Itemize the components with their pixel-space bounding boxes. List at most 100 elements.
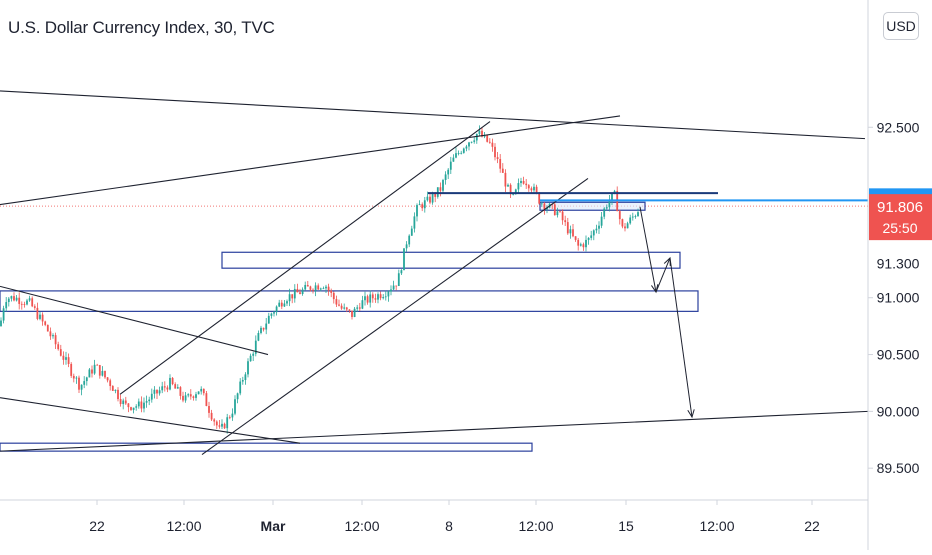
candle-body: [382, 297, 385, 299]
price-tag-red: [869, 194, 932, 241]
candle-body: [494, 146, 496, 158]
candle-body: [572, 229, 574, 237]
candle-body: [377, 294, 379, 300]
candle-body: [122, 400, 125, 405]
candle-body: [564, 220, 567, 223]
candle-body: [265, 323, 268, 330]
candle-body: [26, 300, 28, 305]
candle-body: [585, 239, 587, 248]
trendline-6: [0, 410, 869, 452]
candle-body: [72, 375, 75, 379]
candle-body: [358, 307, 361, 309]
x-tick-label: 12:00: [518, 518, 553, 534]
candle-body: [392, 285, 395, 290]
candle-body: [114, 389, 117, 391]
candle-body: [481, 130, 483, 137]
candle-body: [561, 211, 564, 221]
price-tag-red-label: 91.806: [877, 199, 923, 216]
candle-body: [179, 387, 182, 396]
candle-body: [7, 298, 10, 303]
candle-body: [507, 184, 509, 187]
candle-body: [543, 203, 546, 210]
candle-body: [330, 290, 333, 293]
candle-body: [57, 344, 60, 350]
candle-body: [283, 303, 286, 307]
candle-body: [231, 413, 234, 418]
x-tick-label: 12:00: [699, 518, 734, 534]
candle-body: [189, 394, 192, 397]
candle-body: [148, 399, 151, 402]
candle-body: [592, 230, 595, 236]
candle-body: [85, 377, 88, 382]
candle-body: [410, 228, 413, 236]
candle-body: [535, 186, 538, 193]
candle-body: [395, 285, 398, 287]
candle-body: [49, 331, 52, 337]
candle-body: [137, 401, 140, 407]
candle-body: [98, 365, 101, 376]
candle-body: [218, 425, 221, 427]
candle-body: [304, 284, 307, 290]
candle-body: [278, 302, 281, 307]
candle-body: [522, 180, 525, 184]
candle-body: [169, 377, 171, 390]
candle-body: [247, 361, 249, 375]
candle-body: [241, 380, 244, 382]
candle-body: [91, 369, 93, 374]
candle-body: [496, 157, 499, 160]
candle-body: [436, 187, 439, 197]
candle-body: [442, 180, 444, 191]
candle-body: [426, 196, 429, 201]
candle-body: [608, 200, 611, 208]
candle-body: [106, 377, 109, 381]
candle-body: [605, 207, 608, 209]
candle-body: [429, 196, 431, 203]
candle-body: [166, 387, 169, 390]
candle-body: [520, 180, 522, 184]
candle-body: [618, 211, 621, 220]
candle-body: [439, 187, 442, 191]
candle-body: [221, 423, 223, 427]
chart-title: U.S. Dollar Currency Index, 30, TVC: [8, 18, 275, 37]
candle-body: [15, 297, 18, 301]
candle-body: [182, 395, 184, 401]
candle-body: [301, 289, 304, 294]
candle-body: [163, 386, 166, 388]
candle-body: [598, 225, 600, 229]
candle-body: [252, 353, 255, 356]
candle-body: [587, 237, 590, 240]
candle-body: [449, 161, 452, 170]
candle-body: [434, 193, 437, 197]
candle-body: [299, 292, 301, 294]
candle-body: [431, 193, 434, 203]
countdown-label: 25:50: [882, 220, 917, 236]
candle-body: [369, 294, 372, 303]
candle-body: [52, 335, 54, 337]
candle-body: [590, 235, 593, 238]
candle-body: [470, 141, 473, 143]
candle-body: [33, 306, 36, 308]
candle-body: [184, 395, 187, 401]
currency-button[interactable]: USD: [883, 12, 919, 40]
candle-body: [119, 399, 122, 405]
candle-body: [364, 296, 366, 301]
candle-body: [512, 194, 515, 195]
candle-body: [288, 294, 291, 302]
candles-layer: [0, 125, 639, 434]
candle-body: [111, 386, 114, 391]
x-tick-label: 22: [89, 518, 105, 534]
candle-body: [538, 192, 541, 204]
candle-body: [335, 299, 338, 305]
candle-body: [234, 399, 236, 414]
candle-body: [44, 321, 47, 325]
candle-body: [0, 320, 2, 327]
zones-layer: [0, 201, 868, 452]
candle-body: [83, 381, 86, 385]
candle-body: [566, 222, 569, 234]
y-tick-label: 91.000: [877, 290, 920, 306]
candle-body: [478, 130, 481, 134]
candle-body: [59, 349, 62, 356]
candle-body: [345, 307, 348, 310]
